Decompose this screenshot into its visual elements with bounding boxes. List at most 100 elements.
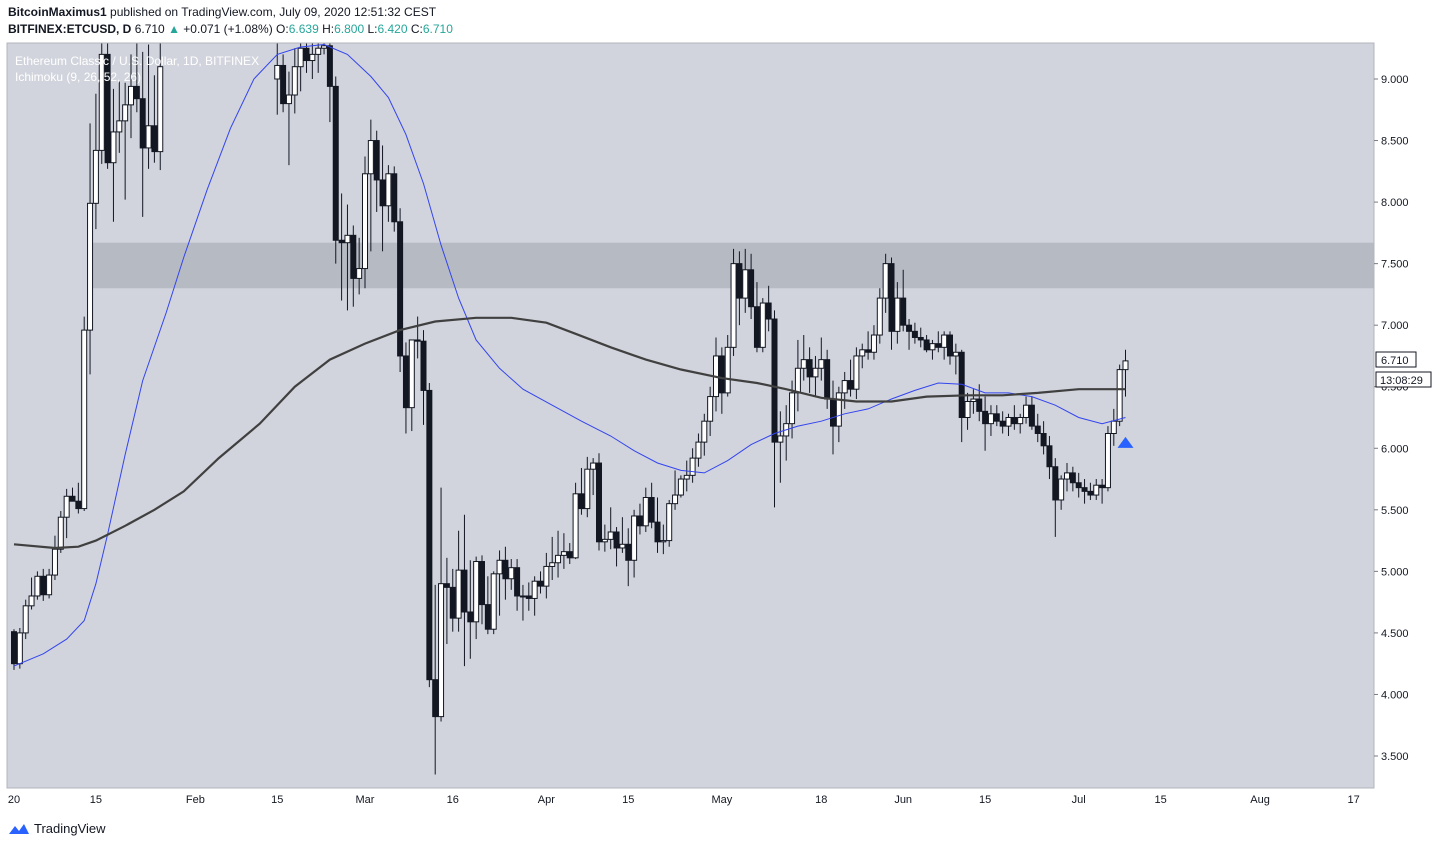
candle — [987, 405, 994, 436]
candle — [280, 54, 287, 113]
candle — [555, 530, 562, 578]
candle-body — [1093, 484, 1100, 496]
candle-body — [935, 343, 942, 348]
candle — [1023, 396, 1030, 424]
candle — [139, 51, 146, 217]
candle-body — [560, 551, 567, 556]
candle-body — [69, 495, 76, 502]
candle — [537, 571, 544, 594]
candle — [291, 48, 298, 114]
candle-body — [947, 334, 953, 357]
x-tick-label: Apr — [538, 794, 555, 806]
candle — [455, 530, 462, 632]
candle-body — [157, 66, 164, 153]
candle-body — [145, 125, 152, 149]
candle — [75, 482, 82, 514]
candle — [63, 488, 70, 539]
candle-body — [1058, 478, 1065, 501]
candle — [865, 331, 872, 360]
candle-body — [1005, 417, 1012, 427]
candle — [596, 453, 602, 551]
candle — [812, 355, 819, 397]
x-tick-label: 18 — [815, 794, 827, 806]
candle — [993, 405, 1000, 427]
candle — [748, 253, 755, 320]
candle-body — [742, 269, 749, 299]
candle-body — [683, 474, 690, 480]
candle-body — [455, 569, 462, 619]
candle-body — [338, 239, 345, 244]
candle — [911, 322, 918, 344]
footer-brand[interactable]: TradingView — [8, 821, 106, 836]
x-tick-label: 15 — [622, 794, 634, 806]
candle — [467, 560, 474, 659]
candle-body — [28, 595, 35, 607]
x-tick-label: Feb — [186, 794, 205, 806]
candle — [479, 555, 485, 625]
candle — [1028, 396, 1035, 430]
candle-body — [636, 515, 643, 527]
candle-body — [133, 85, 140, 100]
candle-body — [373, 140, 380, 181]
candle-body — [572, 493, 579, 559]
candle-body — [1064, 472, 1070, 480]
candle — [449, 568, 456, 632]
candle — [818, 337, 825, 381]
candle — [578, 467, 585, 515]
publish-info: BitcoinMaximus1 published on TradingView… — [8, 5, 436, 19]
candle — [496, 550, 503, 616]
candle-body — [964, 400, 971, 418]
y-tick-label: 6.000 — [1381, 443, 1409, 455]
candle — [285, 71, 292, 166]
candle — [859, 343, 866, 369]
candle-body — [414, 339, 421, 342]
candle — [999, 411, 1006, 434]
price-axis[interactable]: 9.0008.5008.0007.5007.0006.5006.0005.500… — [1374, 74, 1409, 763]
candle-body — [853, 355, 860, 390]
candle — [619, 517, 626, 553]
y-tick-label: 8.500 — [1381, 136, 1409, 148]
candle-body — [321, 45, 328, 49]
candle-body — [128, 85, 134, 106]
candle — [1034, 413, 1041, 443]
candle — [525, 582, 532, 611]
candle — [1069, 466, 1076, 492]
candle — [531, 576, 538, 616]
y-tick-label: 5.000 — [1381, 566, 1409, 578]
candle-body — [835, 392, 842, 427]
candle-body — [900, 297, 907, 326]
candle-body — [841, 380, 848, 394]
candle — [438, 487, 445, 722]
candle — [1104, 426, 1111, 492]
x-tick-label: 15 — [90, 794, 102, 806]
candle-body — [765, 302, 772, 320]
candle — [724, 335, 731, 397]
candle-body — [408, 339, 415, 409]
candle — [98, 43, 105, 164]
x-tick-label: 16 — [447, 794, 459, 806]
candle — [508, 559, 515, 590]
candle — [560, 533, 567, 569]
candle — [402, 342, 409, 434]
candle-body — [397, 221, 404, 357]
candle — [672, 470, 679, 510]
x-tick-label: 15 — [271, 794, 283, 806]
candle-body — [449, 586, 456, 619]
candle — [92, 93, 99, 230]
author-name[interactable]: BitcoinMaximus1 — [8, 5, 107, 19]
candle — [490, 571, 497, 635]
candle — [923, 335, 930, 353]
time-axis[interactable]: 20 15 Feb 15 Mar 16 Apr 15 May 18 Jun 15 Jul 15 Aug 17 — [8, 794, 1360, 806]
ohlc-legend: BITFINEX:ETCUSD, D 6.710 ▲ +0.071 (+1.08… — [8, 22, 453, 36]
candle-body — [75, 500, 82, 510]
candle-body — [724, 346, 731, 394]
candle-body — [707, 396, 714, 422]
candle — [350, 225, 357, 307]
candle — [69, 487, 76, 502]
candle — [566, 543, 573, 564]
x-tick-label: 15 — [1154, 794, 1166, 806]
candle — [116, 81, 123, 153]
candle — [373, 130, 380, 212]
last-price-label: 6.710 — [1375, 351, 1417, 368]
